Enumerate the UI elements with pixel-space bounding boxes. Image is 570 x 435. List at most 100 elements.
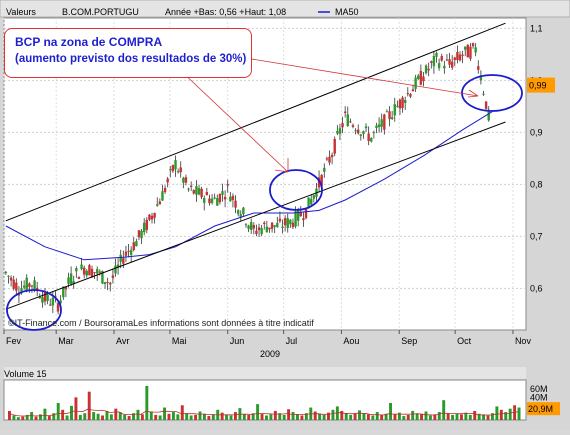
- candle-body: [174, 160, 177, 170]
- volume-bar: [34, 416, 38, 420]
- candle-body: [208, 198, 211, 204]
- candle-body: [9, 277, 13, 281]
- volume-bar: [65, 415, 69, 420]
- volume-bar: [375, 412, 379, 420]
- volume-bar: [43, 408, 47, 420]
- header-ma-label: MA50: [335, 7, 359, 17]
- candle-body: [357, 129, 360, 134]
- x-tick-label: Fev: [6, 336, 22, 346]
- volume-bar: [273, 410, 277, 420]
- candle-body: [242, 207, 245, 215]
- candle-body: [289, 219, 292, 225]
- x-tick-label: Oct: [457, 336, 472, 346]
- volume-bar: [322, 414, 326, 420]
- candle-body: [59, 300, 62, 304]
- candle-body: [189, 185, 193, 187]
- candle-body: [419, 70, 423, 85]
- volume-bar: [384, 413, 388, 420]
- volume-bar: [127, 416, 131, 420]
- volume-bar: [70, 405, 73, 420]
- volume-bar: [451, 414, 455, 420]
- candle-body: [135, 241, 138, 247]
- candle-body: [370, 137, 373, 142]
- volume-bar: [83, 413, 87, 420]
- candle-body: [458, 54, 462, 61]
- candle-body: [414, 77, 417, 89]
- candle-body: [103, 282, 107, 284]
- candle-body: [281, 226, 284, 229]
- candle-body: [383, 114, 386, 130]
- header-stats: Année +Bas: 0,56 +Haut: 1,08: [165, 7, 287, 17]
- candle-body: [200, 188, 203, 198]
- candle-body: [96, 269, 99, 274]
- annotation-ellipse-jul: [269, 169, 323, 211]
- arrow-line-jul: [179, 69, 289, 173]
- candle-body: [216, 198, 219, 206]
- volume-bar: [313, 411, 317, 420]
- candle-body: [234, 200, 237, 208]
- arrow-head-oct: [467, 89, 479, 98]
- volume-bar: [397, 412, 401, 420]
- copyright-text: ©IT-Finance.com / BoursoramaLes informat…: [8, 318, 314, 328]
- volume-bar: [92, 412, 96, 420]
- volume-bar: [158, 415, 162, 420]
- volume-bar: [340, 410, 344, 420]
- candle-body: [179, 167, 182, 173]
- candle-body: [142, 222, 146, 233]
- candle-body: [487, 109, 490, 121]
- candle-body: [176, 171, 180, 173]
- volume-bar: [149, 411, 153, 420]
- candle-body: [111, 275, 115, 279]
- volume-bar: [508, 408, 512, 420]
- candle-body: [153, 213, 156, 218]
- candle-body: [401, 97, 404, 108]
- candle-body: [184, 177, 188, 183]
- volume-current-label: 20,9M: [528, 404, 553, 414]
- candle-body: [456, 51, 459, 61]
- candle-body: [461, 54, 464, 56]
- candle-body: [137, 230, 141, 238]
- candle-body: [385, 111, 389, 113]
- y-tick-label: 0,7: [530, 231, 543, 241]
- candle-body: [250, 222, 253, 230]
- header-label-valeurs: Valeurs: [6, 7, 36, 17]
- volume-bar: [105, 410, 109, 420]
- candle-body: [239, 214, 242, 218]
- volume-bar: [87, 391, 91, 420]
- volume-bar: [411, 410, 415, 420]
- candle-body: [403, 99, 407, 103]
- volume-bar: [194, 414, 198, 420]
- candle-body: [132, 242, 135, 251]
- volume-bar: [154, 414, 158, 420]
- candle-body: [317, 177, 321, 188]
- candle-body: [150, 215, 154, 220]
- candle-body: [338, 128, 342, 134]
- candle-body: [440, 56, 443, 61]
- candle-body: [359, 134, 363, 136]
- candle-body: [182, 177, 185, 183]
- volume-bar: [291, 412, 295, 420]
- candle-body: [464, 46, 467, 50]
- candle-body: [351, 125, 355, 127]
- volume-bar: [437, 412, 441, 420]
- candle-body: [145, 219, 149, 230]
- last-price-label: 0,99: [529, 81, 547, 91]
- x-year-label: 2009: [260, 349, 280, 359]
- candle-body: [362, 131, 365, 135]
- candle-body: [98, 271, 102, 273]
- candle-body: [51, 297, 55, 306]
- candle-body: [93, 272, 96, 274]
- candle-body: [396, 105, 399, 107]
- volume-bar: [132, 413, 135, 420]
- candle-body: [424, 65, 428, 74]
- y-tick-label: 1,1: [530, 23, 543, 33]
- volume-bar: [118, 412, 122, 420]
- volume-header-bar: [4, 367, 526, 379]
- candle-body: [72, 281, 75, 284]
- candle-body: [330, 154, 334, 158]
- candle-body: [85, 270, 88, 276]
- volume-title: Volume 15: [4, 369, 47, 379]
- volume-bar: [446, 413, 450, 420]
- candle-body: [56, 303, 60, 312]
- x-tick-label: Avr: [116, 336, 129, 346]
